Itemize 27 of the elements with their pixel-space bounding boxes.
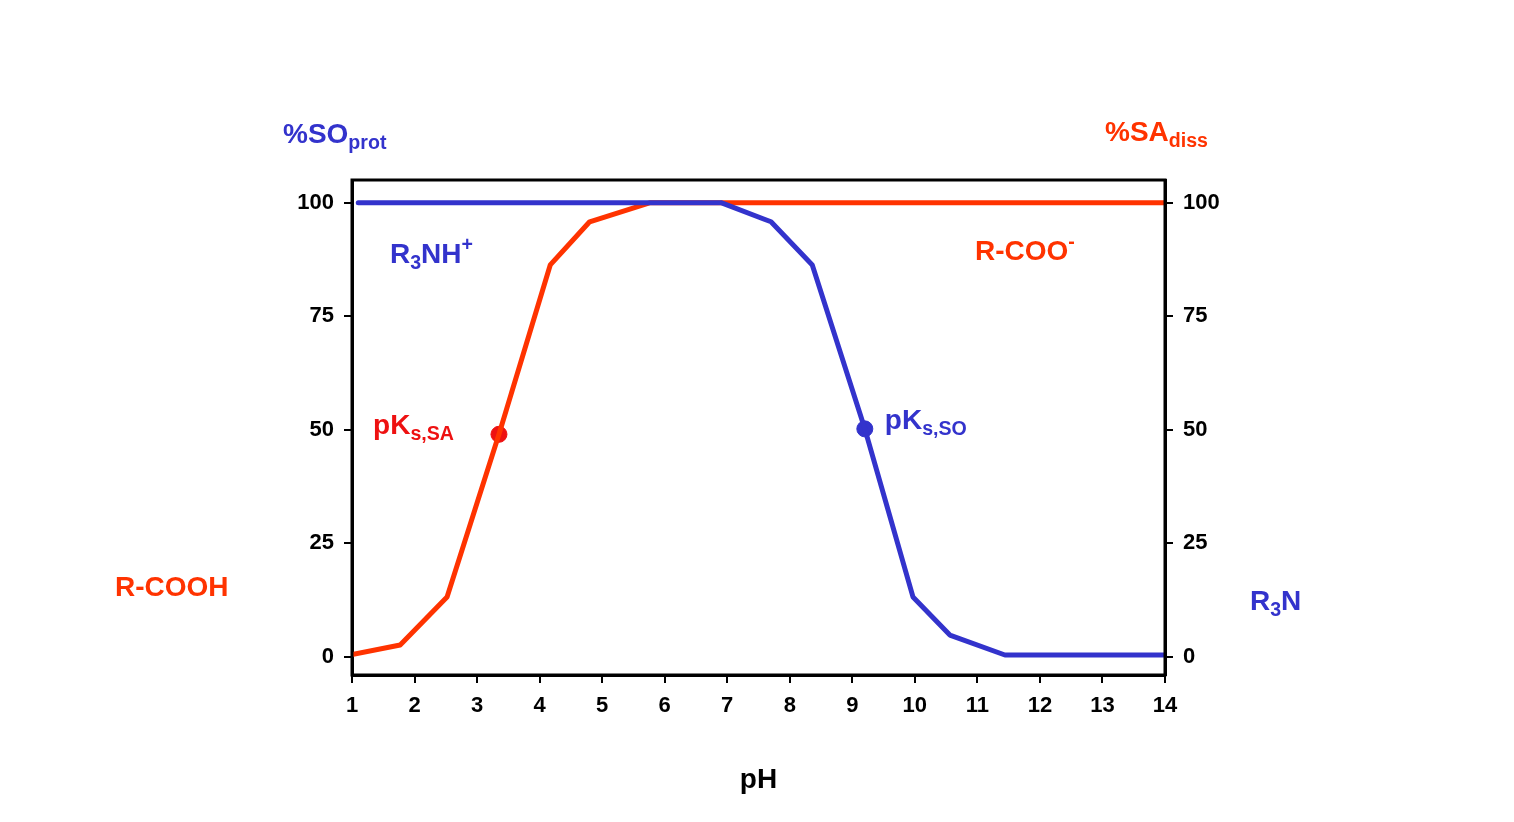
text: R-COOH xyxy=(115,570,229,602)
x-tick-label: 13 xyxy=(1090,692,1115,718)
annotation: R-COO- xyxy=(975,229,1075,266)
y2-tick-label: 25 xyxy=(1183,529,1208,555)
x-tick-label: 8 xyxy=(783,692,796,718)
x-tick-label: 4 xyxy=(533,692,547,718)
x-tick-label: 9 xyxy=(846,692,859,718)
y-tick-label: 50 xyxy=(309,415,334,441)
x-axis-title: pH xyxy=(739,762,778,794)
y-tick-label: 0 xyxy=(321,642,334,668)
x-tick-label: 5 xyxy=(596,692,609,718)
y-tick-label: 25 xyxy=(309,529,334,555)
x-tick-label: 11 xyxy=(965,692,990,718)
x-tick-label: 14 xyxy=(1152,692,1178,718)
x-tick-label: 2 xyxy=(408,692,421,718)
x-tick-label: 12 xyxy=(1027,692,1053,718)
y2-tick-label: 75 xyxy=(1183,302,1208,328)
y2-tick-label: 0 xyxy=(1183,642,1196,668)
y2-tick-label: 50 xyxy=(1183,415,1208,441)
y-tick-label: 100 xyxy=(297,188,334,214)
y2-tick-label: 100 xyxy=(1183,188,1220,214)
x-tick-label: 6 xyxy=(658,692,671,718)
x-tick-label: 3 xyxy=(470,692,484,718)
x-tick-label: 7 xyxy=(721,692,734,718)
y-tick-label: 75 xyxy=(309,302,334,328)
x-tick-label: 10 xyxy=(902,692,928,718)
x-tick-label: 1 xyxy=(345,692,359,718)
